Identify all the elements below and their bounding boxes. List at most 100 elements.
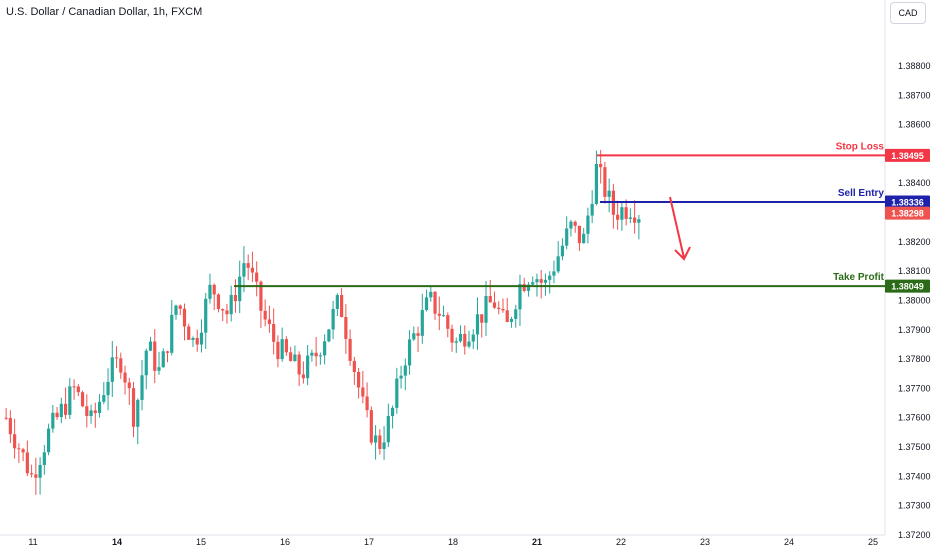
y-tick-label: 1.38400 xyxy=(898,178,931,188)
x-tick-label: 18 xyxy=(448,537,458,547)
chart-title: U.S. Dollar / Canadian Dollar, 1h, FXCM xyxy=(6,6,203,18)
candle-body xyxy=(17,448,21,450)
candle-body xyxy=(446,315,450,329)
x-tick-label: 25 xyxy=(868,537,878,547)
candle-body xyxy=(280,339,284,360)
candle-body xyxy=(628,217,632,219)
candle-body xyxy=(531,282,535,285)
candle-body xyxy=(289,352,293,362)
candle-body xyxy=(170,314,174,353)
candle-body xyxy=(284,339,289,353)
candle-body xyxy=(539,279,543,283)
candle-body xyxy=(560,245,565,257)
candle-body xyxy=(552,271,556,276)
candle-body xyxy=(497,307,501,309)
candle-body xyxy=(518,284,522,310)
candle-body xyxy=(127,382,131,389)
currency-button[interactable]: CAD xyxy=(890,2,926,24)
candle-body xyxy=(484,296,488,323)
candle-body xyxy=(463,333,467,347)
y-tick-label: 1.38100 xyxy=(898,266,931,276)
candle-body xyxy=(191,337,195,340)
y-tick-label: 1.37500 xyxy=(898,442,931,452)
candle-body xyxy=(471,334,475,342)
candle-body xyxy=(182,308,187,327)
candle-body xyxy=(327,329,331,342)
candle-body xyxy=(255,272,259,282)
candle-body xyxy=(212,284,216,295)
candle-body xyxy=(301,374,305,379)
candle-body xyxy=(208,284,212,299)
candle-body xyxy=(420,309,424,336)
candle-body xyxy=(144,350,148,376)
candle-body xyxy=(238,276,242,302)
candle-body xyxy=(378,435,382,449)
candle-body xyxy=(123,372,127,383)
candle-body xyxy=(148,341,153,351)
candle-body xyxy=(68,386,72,415)
candle-body xyxy=(412,333,416,340)
candle-body xyxy=(225,310,229,315)
x-tick-label: 21 xyxy=(532,537,542,547)
candle-body xyxy=(369,410,373,443)
candle-body xyxy=(577,225,582,244)
stop-loss-price-tag xyxy=(885,148,930,162)
candle-body xyxy=(348,338,352,361)
candle-body xyxy=(509,318,514,322)
candle-body xyxy=(569,221,573,229)
take-profit-price-text: 1.38049 xyxy=(891,282,924,292)
y-tick-label: 1.38600 xyxy=(898,120,931,130)
candle-body xyxy=(633,217,637,223)
candle-body xyxy=(373,435,378,443)
candle-body xyxy=(624,207,628,219)
candle-body xyxy=(340,295,344,317)
candle-body xyxy=(229,294,233,315)
candle-body xyxy=(59,403,63,418)
candle-body xyxy=(492,302,497,308)
candle-body xyxy=(221,309,225,311)
candle-body xyxy=(21,449,25,453)
x-tick-label: 14 xyxy=(112,537,122,547)
candle-body xyxy=(195,337,199,345)
down-arrow-shaft xyxy=(669,196,685,259)
y-tick-label: 1.37700 xyxy=(898,383,931,393)
candle-body xyxy=(365,396,369,411)
candle-body xyxy=(297,354,301,375)
candle-body xyxy=(131,388,136,427)
candle-body xyxy=(390,407,395,416)
candle-body xyxy=(488,296,492,303)
candle-body xyxy=(586,215,590,234)
candle-body xyxy=(594,163,599,204)
candle-body xyxy=(85,406,89,417)
y-tick-label: 1.38200 xyxy=(898,237,931,247)
sell-entry-price-tag xyxy=(885,195,930,209)
candle-body xyxy=(76,386,80,393)
candle-body xyxy=(276,341,280,360)
candle-body xyxy=(4,417,8,419)
down-arrow-head xyxy=(674,246,691,261)
candle-body xyxy=(475,314,480,335)
candle-body xyxy=(51,412,55,429)
y-tick-label: 1.38800 xyxy=(898,61,931,71)
candle-body xyxy=(259,281,263,311)
candle-body xyxy=(582,233,586,244)
candle-body xyxy=(110,357,114,382)
candle-body xyxy=(458,333,463,342)
candle-body xyxy=(165,351,170,353)
x-tick-label: 17 xyxy=(364,537,374,547)
candle-body xyxy=(63,403,68,415)
candle-body xyxy=(199,332,204,345)
candle-body xyxy=(72,386,76,388)
candle-body xyxy=(13,434,17,449)
candle-body xyxy=(382,442,386,449)
candle-body xyxy=(599,163,603,168)
candle-body xyxy=(395,378,399,408)
candle-body xyxy=(335,295,339,309)
candle-body xyxy=(505,310,509,322)
x-tick-label: 24 xyxy=(784,537,794,547)
y-tick-label: 1.38700 xyxy=(898,90,931,100)
candle-body xyxy=(153,341,157,371)
candle-body xyxy=(535,279,539,283)
candle-body xyxy=(450,328,454,343)
